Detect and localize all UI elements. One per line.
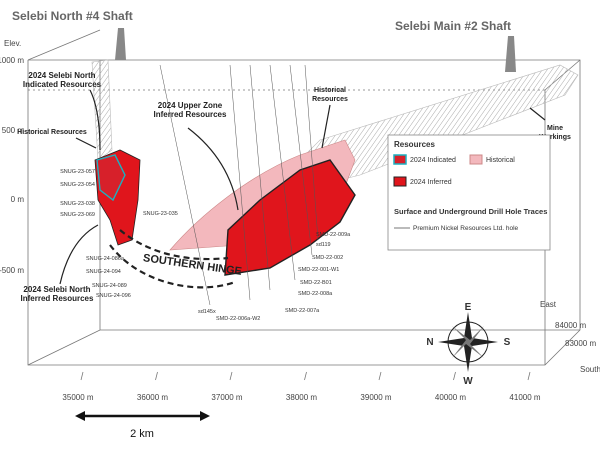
annotation: 2024 Selebi North bbox=[23, 285, 90, 294]
annotation: Resources bbox=[312, 96, 348, 103]
tick bbox=[155, 371, 158, 381]
annotation: 2024 Upper Zone bbox=[158, 101, 223, 110]
annotation: Historical bbox=[314, 87, 346, 94]
tick-label: 500 m bbox=[2, 126, 25, 135]
tick-label: 39000 m bbox=[360, 393, 391, 402]
tick-label: -500 m bbox=[0, 266, 24, 275]
drill-hole-label: SMD-22-008a bbox=[298, 291, 333, 297]
annotation: 2024 Selebi North bbox=[28, 71, 95, 80]
compass-rose: N E S W bbox=[426, 302, 510, 387]
easting-ticks: 35000 m 36000 m 37000 m 38000 m 39000 m 40000… bbox=[62, 371, 541, 402]
drill-hole-label: SMD-22-B01 bbox=[300, 280, 332, 286]
axis-title: Elev. bbox=[4, 39, 21, 48]
drill-hole-label: SMD-22-002 bbox=[312, 255, 343, 261]
tick bbox=[378, 371, 382, 381]
hinge-trace bbox=[119, 229, 229, 261]
annotation: Workings bbox=[539, 134, 571, 141]
tick bbox=[304, 371, 307, 381]
legend-label: Historical bbox=[486, 157, 515, 164]
drill-hole-label: SNUG-24-089 bbox=[92, 283, 127, 289]
scale-label: 2 km bbox=[130, 428, 154, 440]
compass-letter: N bbox=[426, 337, 433, 348]
drill-hole-label: sd145x bbox=[198, 309, 216, 315]
shaft-icon bbox=[505, 36, 516, 72]
legend-title: Resources bbox=[394, 140, 435, 149]
indicated-resources bbox=[96, 154, 126, 202]
legend-swatch bbox=[393, 154, 407, 165]
annotation: Mine bbox=[547, 125, 563, 132]
compass-letter: W bbox=[463, 376, 473, 387]
tick-label: 41000 m bbox=[509, 393, 540, 402]
drill-hole-label: SNUG-23-057 bbox=[60, 169, 95, 175]
drill-hole-label: sd119 bbox=[316, 242, 331, 248]
tick-label: 38000 m bbox=[286, 393, 317, 402]
tick bbox=[80, 371, 84, 381]
elev-ticks: 1000 m 500 m 0 m -500 m bbox=[0, 56, 24, 275]
legend-title: Surface and Underground Drill Hole Trace… bbox=[394, 207, 547, 216]
legend-label: Premium Nickel Resources Ltd. hole bbox=[413, 225, 519, 232]
annotation: Inferred Resources bbox=[21, 294, 94, 303]
tick-label: 0 m bbox=[11, 195, 25, 204]
tick bbox=[229, 371, 233, 381]
tick bbox=[453, 371, 456, 381]
tick-label: 36000 m bbox=[137, 393, 168, 402]
legend-box bbox=[387, 134, 551, 251]
compass-letter: S bbox=[504, 337, 511, 348]
shaft-label: Selebi North #4 Shaft bbox=[12, 9, 133, 23]
hinge-trace bbox=[109, 244, 236, 289]
legend: Resources 2024 Indicated Historical 2024… bbox=[387, 134, 551, 251]
tick-label: 84000 m bbox=[555, 321, 586, 330]
axis-direction: South bbox=[580, 365, 600, 374]
tick-label: 83000 m bbox=[565, 339, 596, 348]
legend-swatch bbox=[469, 154, 483, 165]
tick-label: 1000 m bbox=[0, 56, 24, 65]
tick-label: 40000 m bbox=[435, 393, 466, 402]
drill-hole-label: SNUG-23-069 bbox=[60, 212, 95, 218]
drill-hole-labels: SNUG-23-057 SNUG-23-054 SNUG-23-038 SNUG-23… bbox=[60, 169, 351, 322]
shaft-icon bbox=[115, 28, 126, 60]
tick-label: 37000 m bbox=[211, 393, 242, 402]
annotation: Indicated Resources bbox=[23, 80, 102, 89]
axis-direction: East bbox=[540, 300, 557, 309]
drill-hole-label: SNUG-23-038 bbox=[60, 201, 95, 207]
shaft-label: Selebi Main #2 Shaft bbox=[395, 19, 511, 33]
compass-letter: E bbox=[465, 302, 472, 313]
drill-hole-label: SNUG-24-094 bbox=[86, 269, 121, 275]
drill-hole-label: SMD-22-007a bbox=[285, 308, 320, 314]
tick-label: 35000 m bbox=[62, 393, 93, 402]
drill-hole-label: SNUG-23-035 bbox=[143, 211, 178, 217]
inferred-resources bbox=[224, 159, 356, 276]
drill-hole-label: SMD-22-006a-W2 bbox=[216, 316, 260, 322]
drill-hole-label: SNUG-24-086a bbox=[86, 256, 125, 262]
annotation: Historical Resources bbox=[17, 129, 87, 136]
drill-hole-label: SNUG-24-096 bbox=[96, 293, 131, 299]
mine-workings bbox=[91, 59, 113, 161]
leader-arrows bbox=[59, 89, 546, 285]
drill-hole-label: SNUG-23-054 bbox=[60, 182, 95, 188]
drill-hole-label: SMD-22-001-W1 bbox=[298, 267, 339, 273]
scale-bar: 2 km bbox=[75, 411, 210, 440]
drill-hole-label: SMD-22-009a bbox=[316, 232, 351, 238]
legend-label: 2024 Indicated bbox=[410, 157, 456, 164]
drill-traces bbox=[159, 64, 319, 306]
legend-swatch bbox=[393, 176, 407, 187]
legend-label: 2024 Inferred bbox=[410, 179, 452, 186]
annotation: Inferred Resources bbox=[154, 110, 227, 119]
tick bbox=[527, 371, 531, 381]
